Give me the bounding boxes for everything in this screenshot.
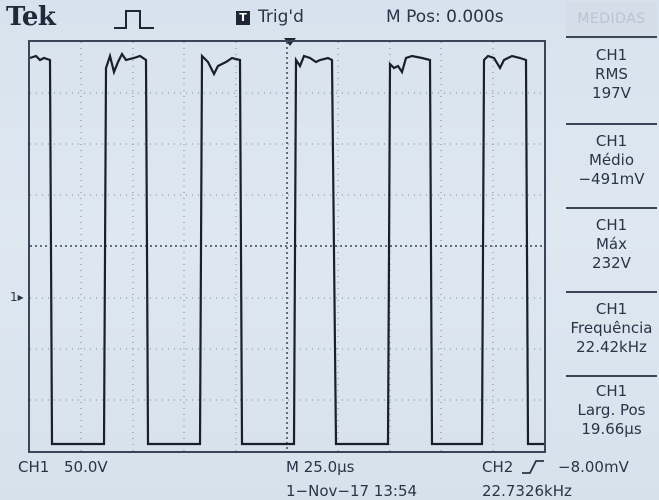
ch1-scale: 50.0V (64, 458, 108, 476)
trigger-level: −8.00mV (558, 458, 629, 476)
channel-1-marker: 1▸ (10, 290, 24, 304)
measurement-name: Médio (588, 151, 635, 169)
measurement-name: Máx (595, 235, 627, 253)
m-position: M Pos: 0.000s (386, 7, 504, 27)
measurement-mean[interactable]: CH1 Médio −491mV (566, 125, 657, 209)
date-time: 1−Nov−17 13:54 (286, 482, 418, 500)
ch1-label: CH1 (18, 458, 50, 476)
ch1-trace (30, 51, 544, 446)
measurement-name: RMS (595, 65, 628, 83)
timebase: M 25.0µs (286, 458, 355, 476)
trigger-frequency: 22.7326kHz (482, 482, 572, 500)
trigger-status: Trig'd (258, 7, 304, 27)
ch2-label: CH2 (482, 458, 514, 476)
measurement-channel: CH1 (595, 216, 628, 234)
measurement-positive-width[interactable]: CH1 Larg. Pos 19.66µs (566, 377, 657, 457)
brand-logo: Tek (6, 2, 56, 32)
rising-edge-icon (522, 460, 544, 474)
measurement-value: −491mV (578, 170, 645, 188)
measurement-channel: CH1 (595, 300, 628, 318)
measurement-channel: CH1 (595, 132, 628, 150)
measurement-frequency[interactable]: CH1 Frequência 22.42kHz (566, 293, 657, 377)
measurement-channel: CH1 (595, 382, 628, 400)
measurements-panel: MEDIDAS CH1 RMS 197V CH1 Médio −491mV CH… (566, 2, 657, 462)
graticule-center-axes (30, 42, 544, 451)
measurement-channel: CH1 (595, 46, 628, 64)
measurement-value: 22.42kHz (576, 338, 647, 356)
waveform-display (30, 42, 544, 451)
measurement-value: 232V (592, 254, 631, 272)
measurement-rms[interactable]: CH1 RMS 197V (566, 39, 657, 125)
pulse-icon (114, 10, 154, 29)
measurement-name: Larg. Pos (577, 401, 646, 419)
measurement-value: 19.66µs (581, 420, 642, 438)
trigger-icon: T (236, 11, 250, 25)
measurement-value: 197V (592, 84, 631, 102)
measurements-title: MEDIDAS (566, 2, 657, 38)
measurement-max[interactable]: CH1 Máx 232V (566, 209, 657, 293)
waveform-graticule (28, 40, 546, 453)
status-bar: Tek T Trig'd M Pos: 0.000s (0, 0, 565, 38)
status-footer: CH1 50.0V M 25.0µs CH2 −8.00mV 1−Nov−17 … (0, 453, 659, 500)
trigger-position-icon (284, 38, 296, 46)
measurement-name: Frequência (570, 319, 653, 337)
